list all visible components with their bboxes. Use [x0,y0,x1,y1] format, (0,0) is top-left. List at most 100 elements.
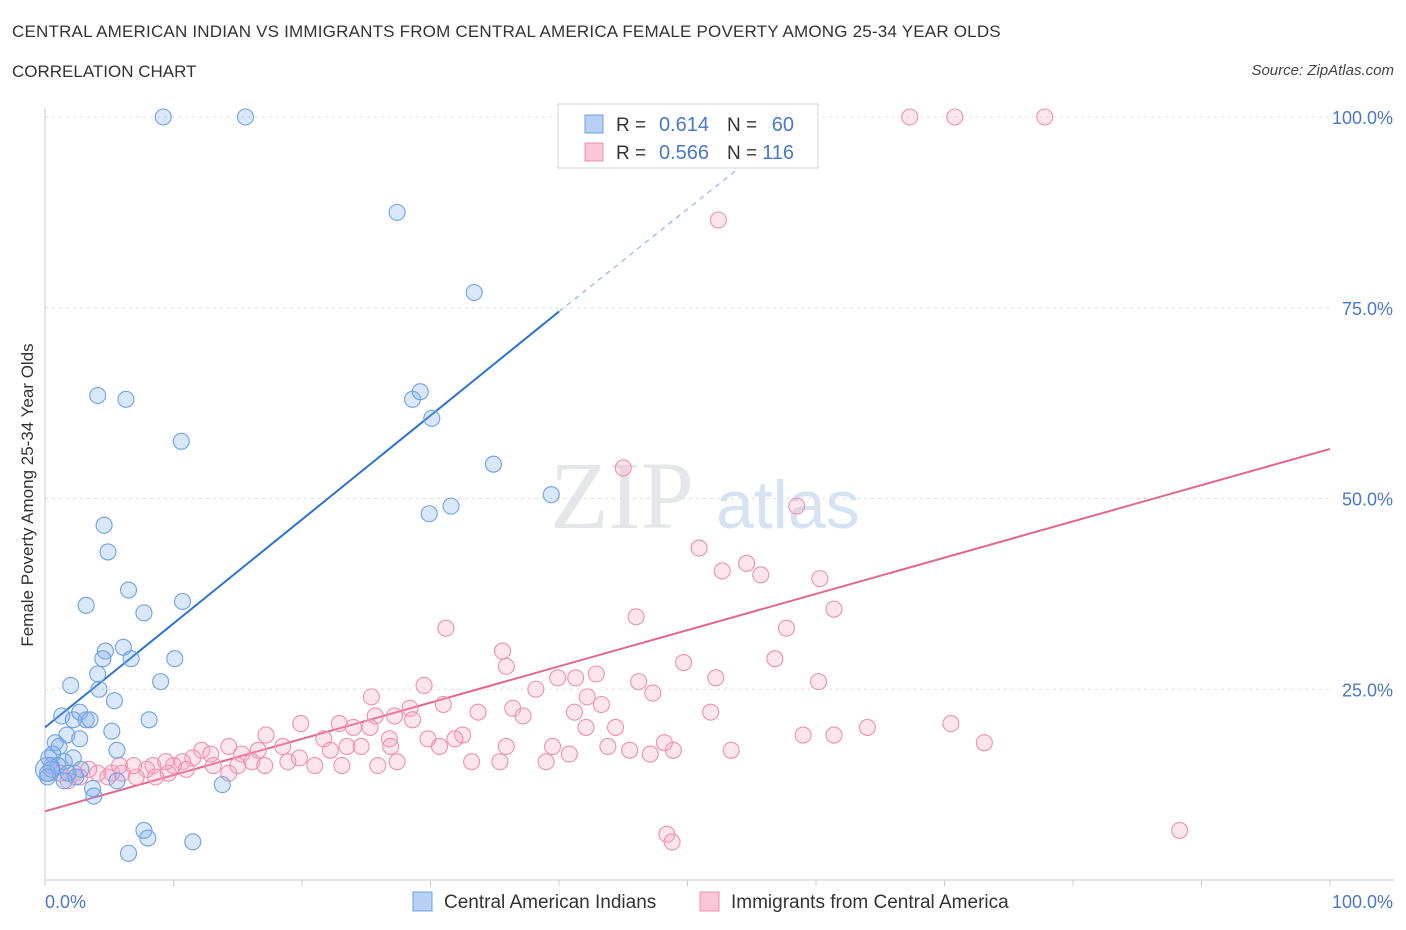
point-immigrants-central-america [403,711,422,729]
zipatlas-watermark: ZIP atlas [550,442,860,549]
point-central-american-indians [122,650,140,668]
point-central-american-indians [152,673,170,691]
point-immigrants-central-america [644,684,662,702]
stats-r-value: 0.566 [659,142,709,164]
trend-line-immigrants-central-america [44,447,1331,813]
point-immigrants-central-america [330,715,348,733]
point-immigrants-central-america [630,673,648,691]
stats-n-value: 60 [772,114,794,136]
point-immigrants-central-america [306,756,324,775]
gridlines [45,116,1330,690]
point-immigrants-central-america [641,745,659,763]
point-immigrants-central-america [514,707,532,725]
point-central-american-indians [89,386,107,405]
point-immigrants-central-america [811,570,829,588]
point-central-american-indians [77,596,95,614]
point-central-american-indians [95,516,113,534]
point-immigrants-central-america [89,764,107,782]
point-immigrants-central-america [125,756,143,775]
watermark-zip: ZIP [550,442,694,549]
point-immigrants-central-america [385,707,404,725]
point-central-american-indians [71,730,89,748]
point-immigrants-central-america [382,737,400,756]
stats-swatch [584,114,604,134]
point-central-american-indians [139,829,157,847]
point-immigrants-central-america [627,608,645,626]
legend-swatch [412,891,433,912]
point-central-american-indians [94,650,112,668]
point-central-american-indians [117,390,135,408]
chart-title: CENTRAL AMERICAN INDIAN VS IMMIGRANTS FR… [12,22,1001,41]
point-immigrants-central-america [713,562,731,580]
point-immigrants-central-america [663,833,681,851]
point-immigrants-central-america [446,730,464,748]
point-immigrants-central-america [361,718,379,736]
point-central-american-indians [166,650,184,668]
stats-n-value: 116 [762,142,794,164]
point-central-american-indians [103,722,121,740]
point-immigrants-central-america [537,753,555,771]
point-central-american-indians [173,592,192,611]
point-immigrants-central-america [810,673,828,691]
point-immigrants-central-america [587,665,605,683]
point-immigrants-central-america [738,554,756,572]
point-immigrants-central-america [702,703,720,721]
point-immigrants-central-america [369,756,387,775]
point-immigrants-central-america [690,539,708,557]
point-immigrants-central-america [527,680,545,698]
point-immigrants-central-america [599,737,617,756]
point-central-american-indians [484,455,503,473]
point-immigrants-central-america [858,718,876,736]
stats-n-label: N = [727,143,757,164]
watermark-atlas: atlas [716,467,860,543]
point-immigrants-central-america [99,768,117,786]
point-immigrants-central-america [1171,821,1189,839]
point-immigrants-central-america [497,657,515,675]
point-central-american-indians [72,760,90,778]
point-central-american-indians [411,383,429,401]
point-immigrants-central-america [942,715,960,733]
point-central-american-indians [213,776,231,794]
point-immigrants-central-america [722,741,740,759]
point-immigrants-central-america [709,211,727,229]
point-immigrants-central-america [752,566,770,584]
source-label: Source: ZipAtlas.com [1251,62,1394,79]
point-central-american-indians [542,486,560,504]
point-immigrants-central-america [344,718,362,736]
trend-line-extension-dashed [558,147,765,313]
point-immigrants-central-america [279,753,297,771]
point-immigrants-central-america [946,108,964,126]
point-immigrants-central-america [388,753,406,771]
point-immigrants-central-america [256,756,274,775]
point-central-american-indians [423,409,441,427]
point-central-american-indians [420,505,438,523]
stats-swatch [584,142,604,162]
point-immigrants-central-america [362,688,380,706]
point-immigrants-central-america [788,497,806,515]
point-immigrants-central-america [565,703,583,721]
x-tick-label: 100.0% [1332,892,1393,912]
point-immigrants-central-america [463,753,481,771]
point-immigrants-central-america [469,703,487,721]
chart-subtitle: CORRELATION CHART [12,62,197,81]
point-immigrants-central-america [549,669,567,687]
point-immigrants-central-america [766,650,784,668]
point-immigrants-central-america [415,676,433,694]
point-immigrants-central-america [577,718,595,736]
point-central-american-indians [105,692,123,710]
point-immigrants-central-america [229,756,247,775]
point-immigrants-central-america [491,753,509,771]
data-points [35,108,1189,862]
point-central-american-indians [388,203,406,221]
point-immigrants-central-america [454,726,472,744]
tick-labels: 25.0% 50.0% 75.0% 100.0% 0.0% 100.0% [45,108,1393,912]
stats-r-label: R = [616,115,646,136]
point-immigrants-central-america [675,653,693,672]
point-immigrants-central-america [243,753,261,771]
point-central-american-indians [77,711,95,729]
point-immigrants-central-america [614,459,632,477]
stats-r-label: R = [616,143,646,164]
point-central-american-indians [154,108,172,126]
point-immigrants-central-america [567,669,585,687]
